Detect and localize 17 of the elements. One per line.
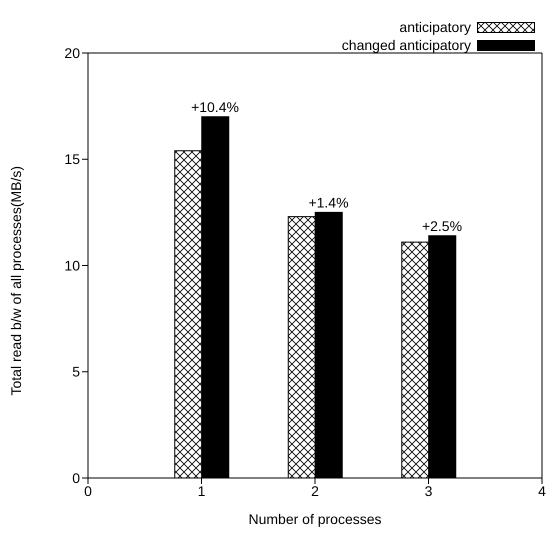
annotation: +2.5% (422, 218, 462, 234)
legend-label: anticipatory (399, 19, 471, 35)
annotation: +10.4% (191, 98, 239, 115)
x-tick-label: 0 (84, 482, 92, 499)
y-tick-label: 10 (64, 257, 80, 274)
y-axis-title: Total read b/w of all processes(MB/s) (8, 166, 24, 396)
y-tick-label: 15 (64, 151, 80, 168)
x-tick-label: 1 (198, 482, 206, 499)
y-tick-label: 0 (72, 470, 80, 486)
x-tick-label: 3 (424, 482, 433, 499)
x-tick-label: 2 (311, 482, 320, 499)
legend-label: changed anticipatory (342, 37, 471, 53)
x-tick-label: 4 (538, 482, 546, 499)
y-tick-label: 5 (72, 364, 80, 380)
annotation: +1.4% (308, 194, 349, 210)
y-tick-label: 20 (64, 44, 80, 61)
x-axis-title: Number of processes (248, 511, 382, 527)
